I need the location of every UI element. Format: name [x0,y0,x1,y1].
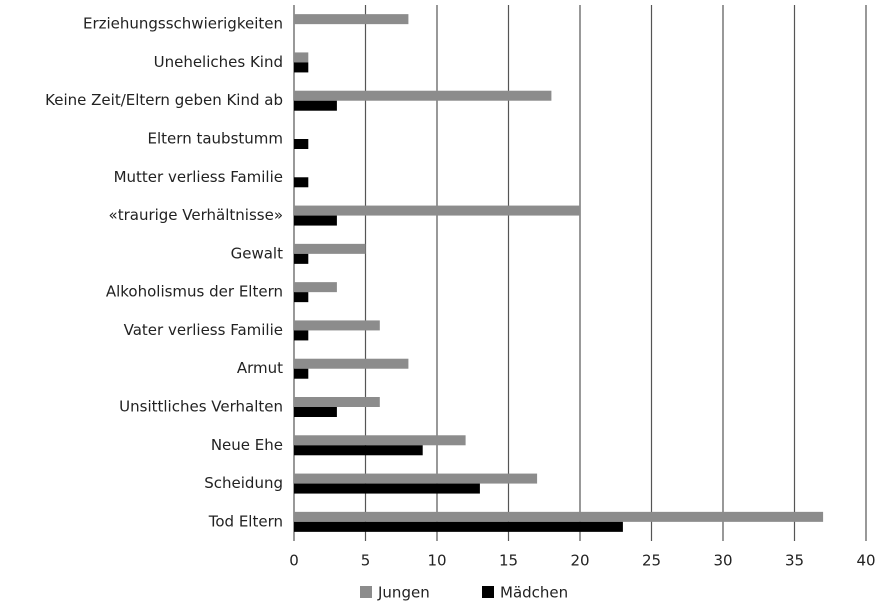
y-tick-label: Gewalt [231,244,283,262]
bar [294,100,337,111]
bar [294,521,623,532]
y-tick-label: Keine Zeit/Eltern geben Kind ab [45,91,283,109]
bar [294,292,309,303]
bar [294,435,466,446]
x-tick-label: 15 [499,552,518,570]
x-tick-label: 10 [427,552,446,570]
x-tick-label: 20 [570,552,589,570]
x-tick-label: 5 [361,552,371,570]
y-tick-label: Scheidung [204,474,283,492]
y-tick-label: Armut [237,359,283,377]
bar [294,445,423,456]
y-tick-label: Alkoholismus der Eltern [106,283,283,301]
y-tick-label: Unsittliches Verhalten [119,398,283,416]
y-tick-label: Tod Eltern [208,512,283,530]
bar [294,205,580,216]
y-tick-label: Erziehungsschwierigkeiten [83,15,283,33]
legend-label: Jungen [377,584,430,602]
y-tick-label: «traurige Verhältnisse» [109,206,283,224]
legend-swatch [360,586,372,598]
y-tick-label: Vater verliess Familie [124,321,283,339]
bar [294,368,309,379]
x-tick-label: 40 [856,552,875,570]
bar [294,358,409,369]
bar [294,52,309,63]
x-tick-label: 35 [785,552,804,570]
bar [294,177,309,188]
bar [294,397,380,407]
bar [294,253,309,264]
legend-label: Mädchen [500,584,568,602]
bar [294,282,337,293]
x-tick-label: 30 [713,552,732,570]
bar [294,215,337,226]
y-tick-label: Eltern taubstumm [148,130,283,148]
bar [294,473,538,484]
bar [294,139,309,149]
bar [294,14,409,25]
bar [294,407,337,417]
bar [294,511,824,522]
x-tick-label: 0 [289,552,299,570]
bar [294,62,309,73]
y-tick-label: Mutter verliess Familie [114,168,283,186]
bar [294,243,366,254]
bar [294,320,380,331]
y-tick-label: Neue Ehe [211,436,283,454]
bar [294,483,480,494]
bar [294,330,309,341]
x-tick-label: 25 [642,552,661,570]
bar [294,90,552,101]
y-tick-label: Uneheliches Kind [154,53,283,71]
legend-swatch [482,586,494,598]
